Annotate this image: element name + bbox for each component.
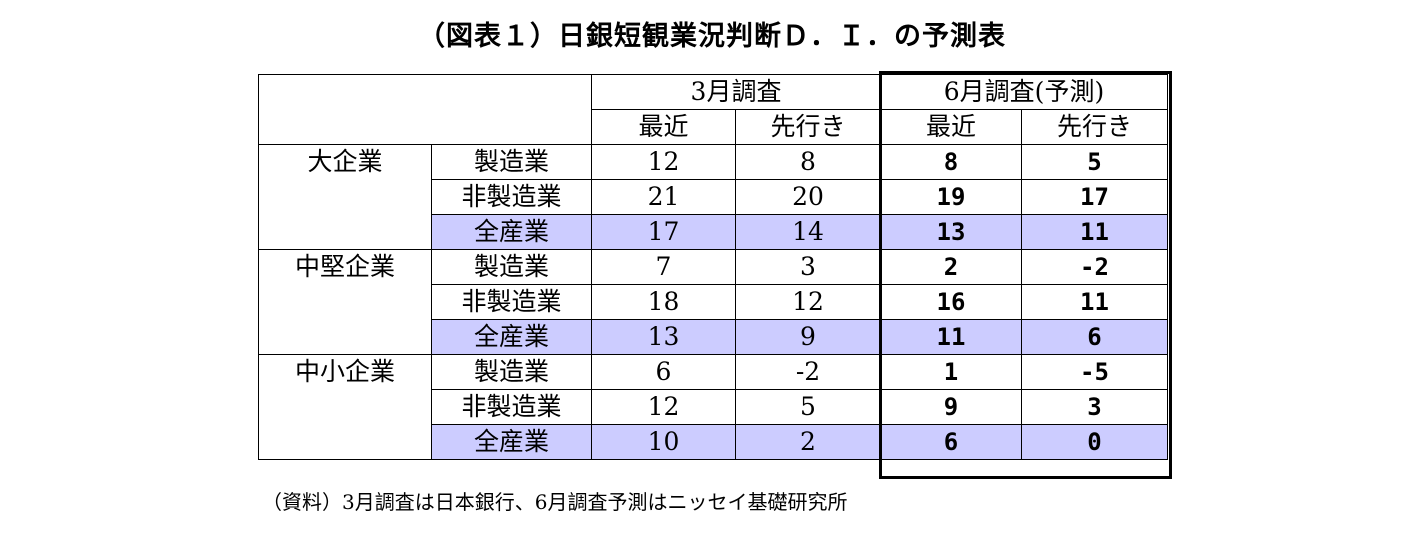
- segment-label: 中小企業: [258, 354, 432, 460]
- june-recent-value: 8: [880, 144, 1022, 180]
- march-outlook-value: 3: [735, 249, 881, 285]
- june-recent-value: 13: [880, 214, 1022, 250]
- june-outlook-value: -2: [1021, 249, 1168, 285]
- march-recent-value: 12: [591, 389, 736, 425]
- june-recent-value: 19: [880, 179, 1022, 215]
- june-outlook-value: 5: [1021, 144, 1168, 180]
- june-recent-value: 11: [880, 319, 1022, 355]
- table-row-total: 全産業 13 9 11 6: [259, 319, 1168, 355]
- march-recent-value: 17: [591, 214, 736, 250]
- june-outlook-value: 17: [1021, 179, 1168, 215]
- sector-label: 非製造業: [431, 284, 592, 320]
- header-june-recent: 最近: [880, 109, 1022, 145]
- header-june-survey: 6月調査(予測): [880, 74, 1168, 110]
- march-outlook-value: 5: [735, 389, 881, 425]
- table-row-total: 全産業 17 14 13 11: [259, 214, 1168, 250]
- table-row: 大企業 製造業 12 8 8 5: [258, 144, 1168, 250]
- march-recent-value: 6: [591, 354, 736, 390]
- june-recent-value: 2: [880, 249, 1022, 285]
- sector-label: 全産業: [431, 319, 592, 355]
- march-outlook-value: 9: [735, 319, 881, 355]
- june-outlook-value: 3: [1021, 389, 1168, 425]
- sector-label: 非製造業: [431, 179, 592, 215]
- june-recent-value: 9: [880, 389, 1022, 425]
- march-recent-value: 18: [591, 284, 736, 320]
- header-blank-cell: [258, 74, 592, 145]
- march-recent-value: 13: [591, 319, 736, 355]
- table-row: 非製造業 12 5 9 3: [259, 389, 1168, 425]
- header-june-outlook: 先行き: [1021, 109, 1168, 145]
- march-recent-value: 12: [591, 144, 736, 180]
- march-outlook-value: 20: [735, 179, 881, 215]
- header-march-recent: 最近: [591, 109, 736, 145]
- sector-label: 全産業: [431, 214, 592, 250]
- june-outlook-value: -5: [1021, 354, 1168, 390]
- june-outlook-value: 11: [1021, 214, 1168, 250]
- sector-label: 製造業: [431, 144, 592, 180]
- table-row: 中小企業 製造業 6 -2 1 -5: [258, 354, 1168, 460]
- segment-label: 大企業: [258, 144, 432, 250]
- march-recent-value: 21: [591, 179, 736, 215]
- june-outlook-value: 11: [1021, 284, 1168, 320]
- sector-label: 非製造業: [431, 389, 592, 425]
- june-recent-value: 1: [880, 354, 1022, 390]
- segment-label: 中堅企業: [258, 249, 432, 355]
- march-outlook-value: -2: [735, 354, 881, 390]
- table-row: 非製造業 18 12 16 11: [259, 284, 1168, 320]
- table-row-total: 全産業 10 2 6 0: [259, 424, 1168, 460]
- june-outlook-value: 0: [1021, 424, 1168, 460]
- march-outlook-value: 8: [735, 144, 881, 180]
- march-outlook-value: 14: [735, 214, 881, 250]
- di-forecast-table: 3月調査 6月調査(予測) 最近 先行き 最近 先行き 大企業 製造業 12 8…: [258, 74, 1168, 460]
- sector-label: 製造業: [431, 249, 592, 285]
- header-march-outlook: 先行き: [735, 109, 881, 145]
- june-recent-value: 6: [880, 424, 1022, 460]
- header-march-survey: 3月調査: [591, 74, 881, 110]
- june-recent-value: 16: [880, 284, 1022, 320]
- page-title: （図表１）日銀短観業況判断Ｄ．Ｉ．の予測表: [418, 21, 1006, 52]
- march-recent-value: 7: [591, 249, 736, 285]
- june-outlook-value: 6: [1021, 319, 1168, 355]
- sector-label: 全産業: [431, 424, 592, 460]
- table-row: 中堅企業 製造業 7 3 2 -2: [258, 249, 1168, 355]
- march-recent-value: 10: [591, 424, 736, 460]
- march-outlook-value: 2: [735, 424, 881, 460]
- march-outlook-value: 12: [735, 284, 881, 320]
- sector-label: 製造業: [431, 354, 592, 390]
- header-row-survey: 3月調査 6月調査(予測): [258, 74, 1168, 145]
- source-note: （資料）3月調査は日本銀行、6月調査予測はニッセイ基礎研究所: [262, 490, 848, 514]
